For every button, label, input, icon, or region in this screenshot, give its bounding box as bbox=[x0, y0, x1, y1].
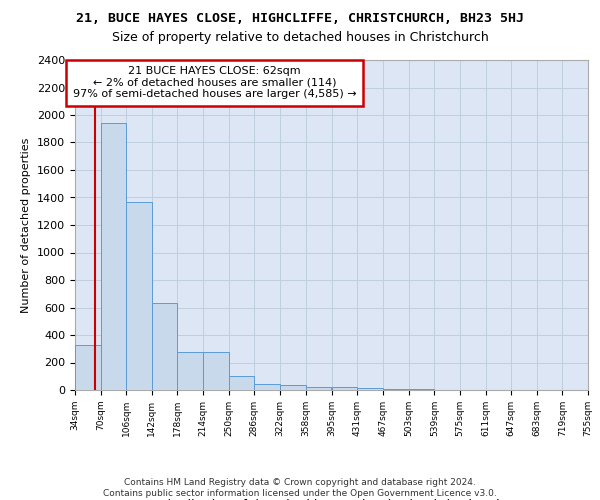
Text: 21 BUCE HAYES CLOSE: 62sqm
← 2% of detached houses are smaller (114)
97% of semi: 21 BUCE HAYES CLOSE: 62sqm ← 2% of detac… bbox=[73, 66, 356, 100]
Text: 21, BUCE HAYES CLOSE, HIGHCLIFFE, CHRISTCHURCH, BH23 5HJ: 21, BUCE HAYES CLOSE, HIGHCLIFFE, CHRIST… bbox=[76, 12, 524, 24]
Bar bbox=[305, 386, 331, 390]
Y-axis label: Number of detached properties: Number of detached properties bbox=[22, 138, 31, 312]
Bar bbox=[126, 202, 152, 390]
Text: Size of property relative to detached houses in Christchurch: Size of property relative to detached ho… bbox=[112, 31, 488, 44]
Bar bbox=[254, 384, 280, 390]
X-axis label: Distribution of detached houses by size in Christchurch: Distribution of detached houses by size … bbox=[158, 498, 505, 500]
Bar bbox=[203, 352, 229, 390]
Bar bbox=[332, 387, 358, 390]
Bar bbox=[280, 385, 305, 390]
Bar bbox=[101, 123, 126, 390]
Text: Contains HM Land Registry data © Crown copyright and database right 2024.
Contai: Contains HM Land Registry data © Crown c… bbox=[103, 478, 497, 498]
Bar bbox=[229, 376, 254, 390]
Bar bbox=[152, 304, 178, 390]
Bar bbox=[358, 388, 383, 390]
Bar bbox=[178, 352, 203, 390]
Bar bbox=[75, 344, 101, 390]
